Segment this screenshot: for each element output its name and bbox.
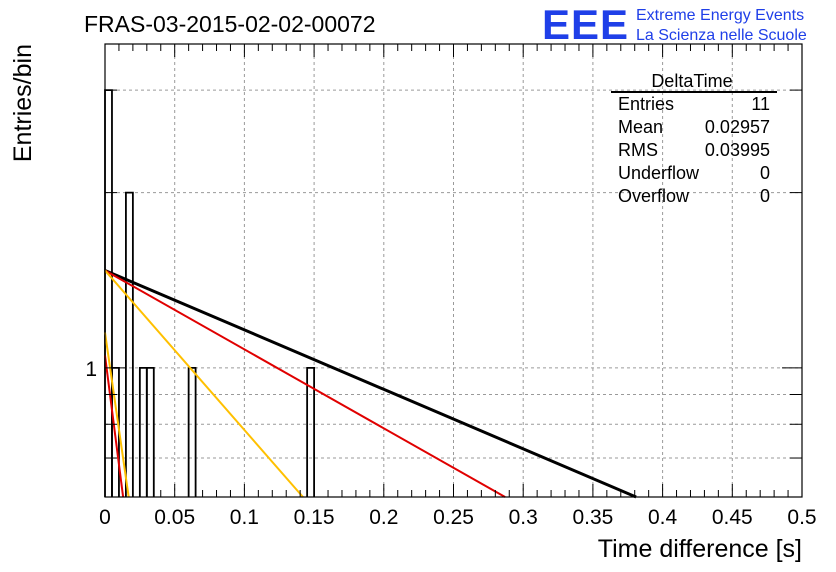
- stats-value-entries: 11: [751, 94, 770, 114]
- x-tick-label: 0.25: [433, 506, 474, 529]
- y-tick-label: 1: [85, 358, 97, 381]
- x-tick-label: 0.35: [572, 506, 613, 529]
- fit-line-yellow: [104, 332, 130, 498]
- eee-logo: EEE: [542, 1, 629, 48]
- histogram-bar: [145, 366, 155, 497]
- eee-caption-line1: Extreme Energy Events: [636, 7, 804, 24]
- stats-value-underflow: 0: [760, 163, 770, 183]
- stats-value-rms: 0.03995: [705, 140, 770, 160]
- x-tick-label: 0.4: [648, 506, 678, 529]
- fit-lines: [104, 269, 637, 499]
- fit-line-red: [104, 269, 506, 498]
- chart-title: FRAS-03-2015-02-02-00072: [84, 11, 376, 37]
- histogram-bar: [104, 89, 113, 497]
- x-tick-label: 0.1: [230, 506, 259, 529]
- histogram-bar: [187, 366, 197, 497]
- axis-ticks: 0 0.05 0.1 0.15 0.2 0.25 0.3 0.35 0.4 0.45 0.5 1: [85, 44, 817, 529]
- x-tick-label: 0.3: [509, 506, 538, 529]
- stats-label-rms: RMS: [618, 140, 658, 160]
- stats-name: DeltaTime: [651, 71, 732, 91]
- y-axis-label: Entries/bin: [9, 44, 37, 162]
- stats-box: DeltaTime Entries 11 Mean 0.02957 RMS 0.…: [611, 71, 777, 206]
- plot-frame: [104, 43, 803, 498]
- stats-value-mean: 0.02957: [705, 117, 770, 137]
- stats-label-mean: Mean: [618, 117, 663, 137]
- fit-line-red: [104, 355, 125, 498]
- x-tick-label: 0.05: [154, 506, 195, 529]
- stats-label-underflow: Underflow: [618, 163, 700, 183]
- x-axis-label: Time difference [s]: [598, 535, 802, 563]
- x-tick-label: 0.5: [787, 506, 816, 529]
- x-tick-label: 0.2: [369, 506, 398, 529]
- grid: [105, 44, 802, 497]
- histogram-bar: [306, 366, 315, 497]
- eee-caption-line2: La Scienza nelle Scuole: [636, 27, 807, 44]
- x-tick-label: 0: [99, 506, 111, 529]
- stats-label-entries: Entries: [618, 94, 674, 114]
- x-tick-label: 0.45: [712, 506, 753, 529]
- histogram-bar: [125, 191, 134, 497]
- x-tick-label: 0.15: [294, 506, 335, 529]
- fit-line-yellow: [104, 269, 304, 498]
- histogram-bar: [138, 366, 148, 497]
- stats-label-overflow: Overflow: [618, 186, 690, 206]
- stats-value-overflow: 0: [760, 186, 770, 206]
- fit-line-black: [104, 269, 637, 499]
- histogram-bars: [104, 89, 315, 497]
